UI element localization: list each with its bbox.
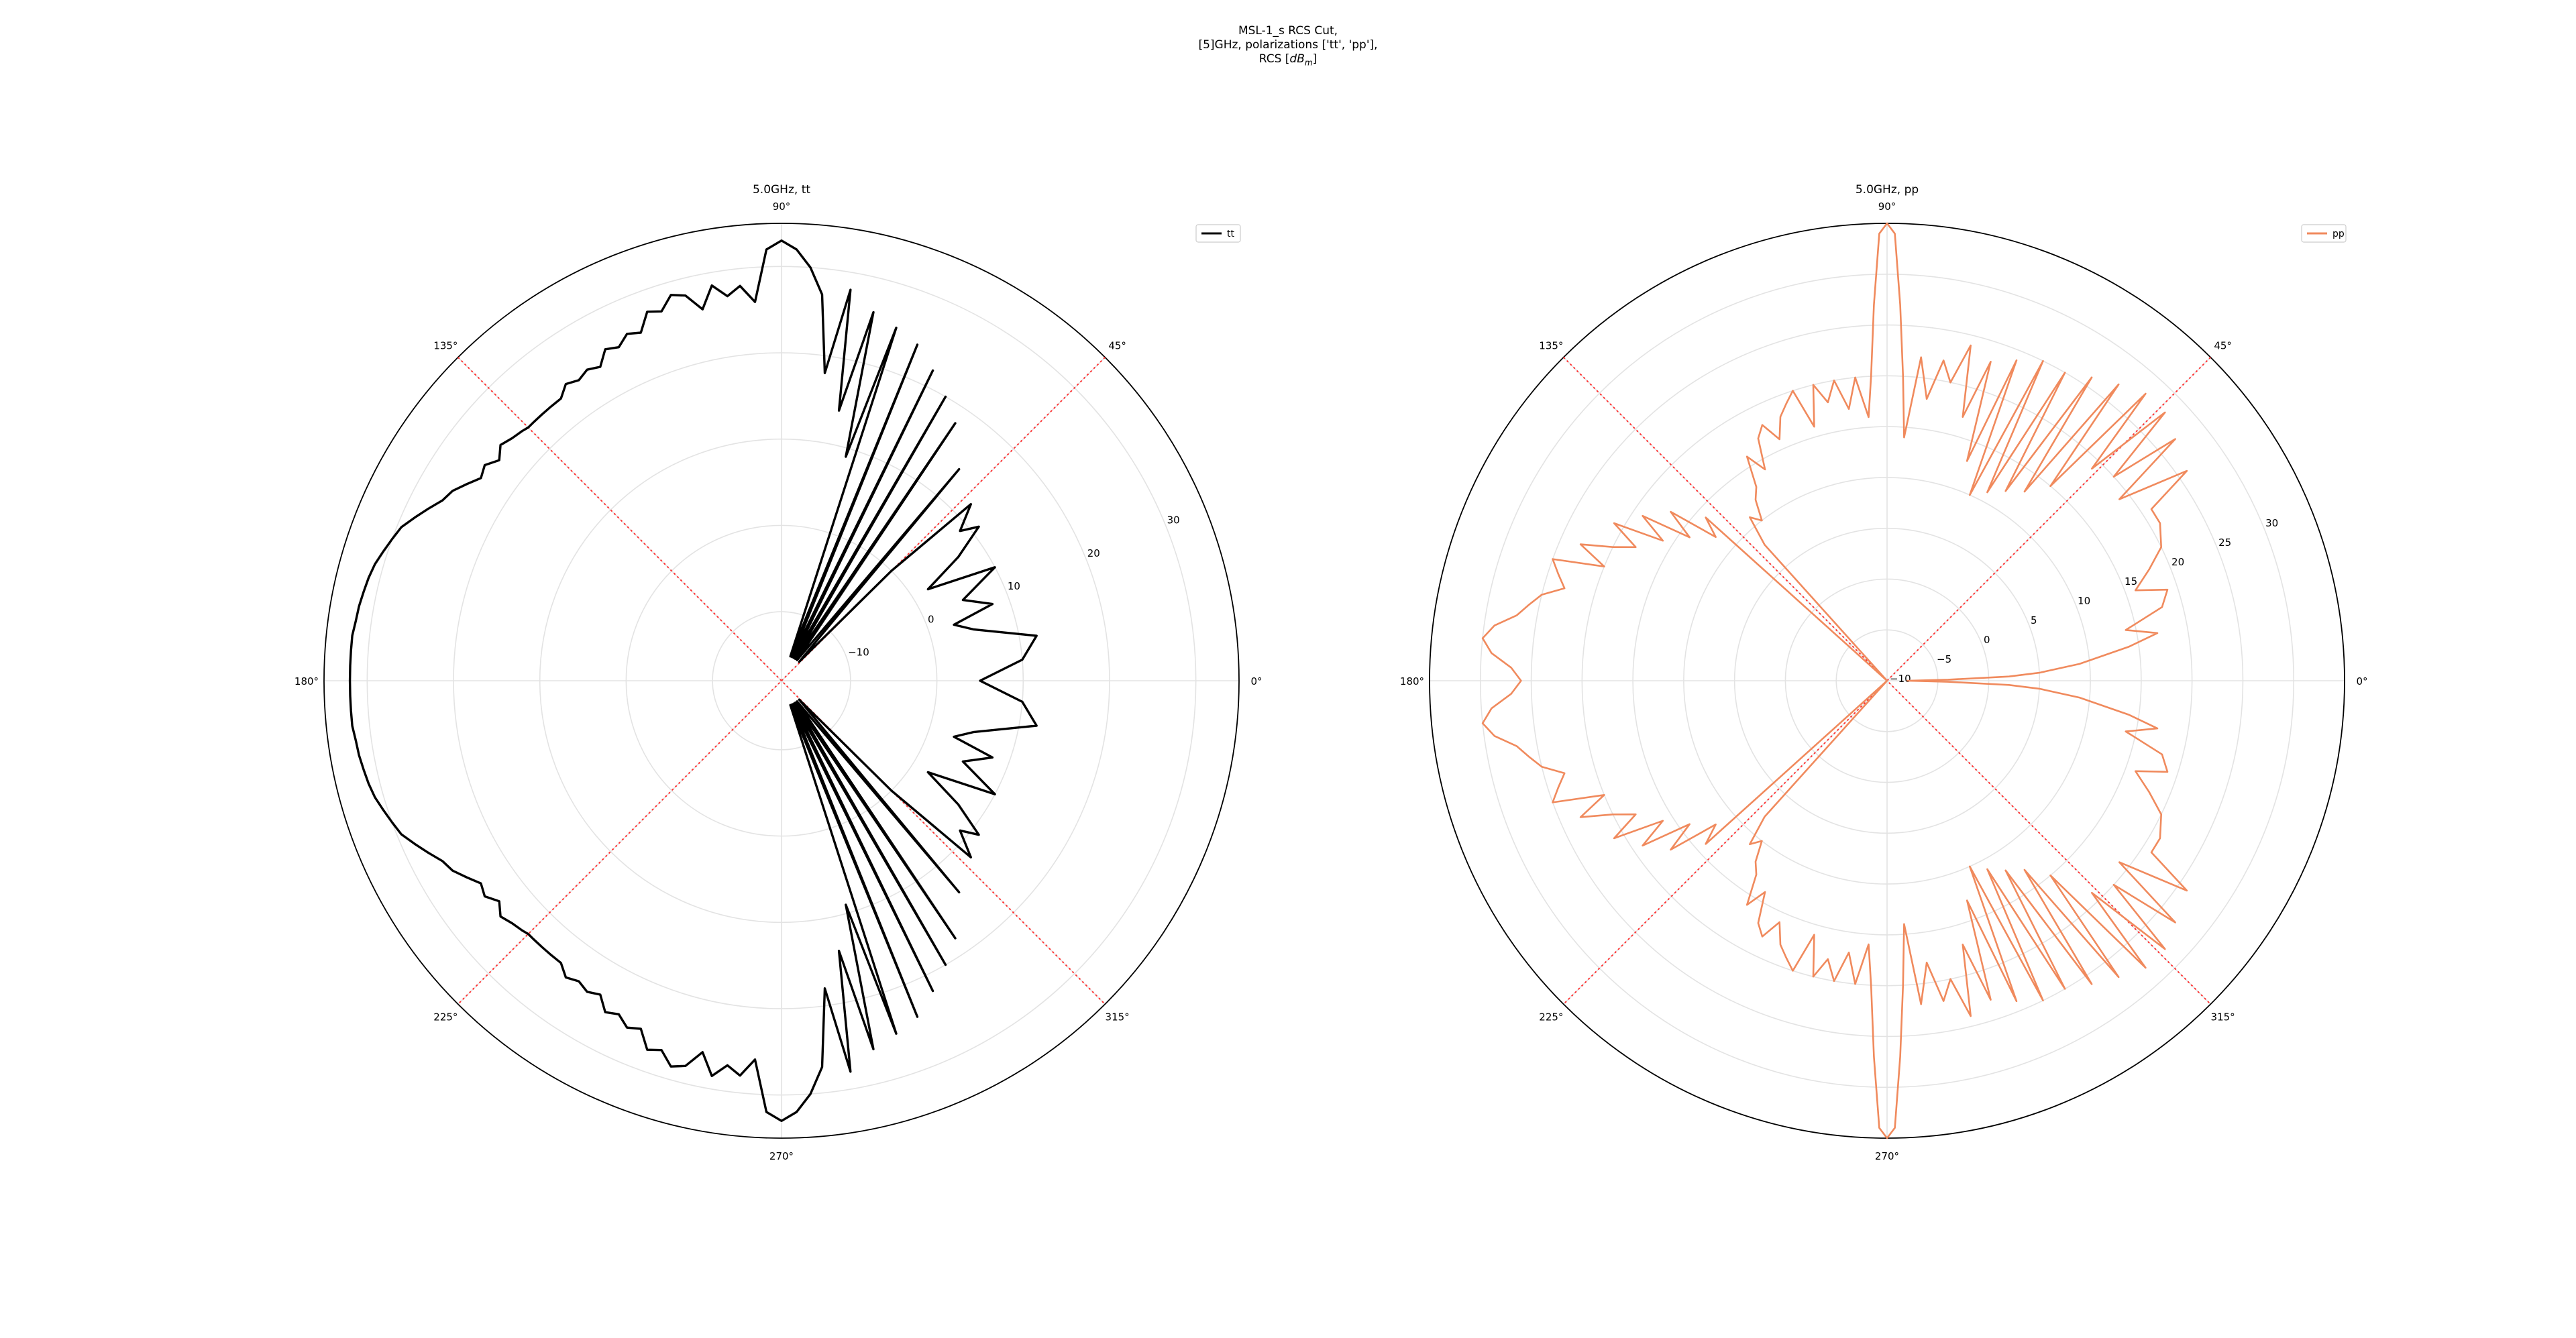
angle-tick-label: 315°: [1106, 1011, 1130, 1023]
radial-tick-label: 5: [2031, 614, 2037, 626]
radial-tick-label: 10: [1008, 580, 1020, 592]
angle-tick-label: 180°: [1400, 675, 1424, 687]
cut-line: [458, 357, 1106, 1005]
polar-chart-tt: 0° 45° 90° 135° 180° 225° 270° 315° −10 0 10 20 30 5.…: [294, 183, 1263, 1162]
angle-tick-label: 180°: [294, 675, 319, 687]
angle-tick-label: 225°: [433, 1011, 458, 1023]
radial-tick-label: 10: [2078, 595, 2090, 607]
angle-tick-label: 45°: [2214, 339, 2232, 351]
series-line-tt: [348, 239, 1038, 1122]
radial-tick-label: 15: [2125, 575, 2137, 588]
radial-tick-label: −10: [848, 647, 869, 659]
radial-tick-label: −5: [1937, 653, 1951, 665]
radial-tick-label: 30: [2265, 517, 2278, 529]
angle-tick-label: 45°: [1108, 339, 1126, 351]
angle-grid-line: [458, 357, 782, 681]
radial-tick-label: 20: [1087, 547, 1100, 559]
radial-tick-label: 20: [2171, 556, 2184, 568]
angle-tick-label: 315°: [2211, 1011, 2235, 1023]
angle-tick-label: 270°: [1875, 1150, 1899, 1162]
angle-tick-label: 135°: [433, 339, 458, 351]
figure-title-line2: [5]GHz, polarizations ['tt', 'pp'],: [1198, 38, 1378, 52]
angle-tick-label: 225°: [1539, 1011, 1563, 1023]
radial-tick-label: 25: [2218, 537, 2231, 549]
radial-tick-label: 0: [1984, 634, 1990, 646]
legend-label: pp: [2332, 229, 2345, 239]
radial-tick-label: 30: [1167, 514, 1180, 526]
subplot-title: 5.0GHz, pp: [1856, 183, 1919, 197]
angle-tick-label: 90°: [1878, 201, 1896, 213]
angle-tick-label: 135°: [1539, 339, 1563, 351]
angle-tick-label: 270°: [769, 1150, 794, 1162]
polar-chart-pp: 0° 45° 90° 135° 180° 225° 270° 315° −10 −5 0 5 10 15 2…: [1400, 183, 2368, 1162]
figure-title-line3: RCS [dBm]: [0, 52, 2576, 67]
radial-tick-label: 0: [928, 613, 934, 625]
radial-tick-label: −10: [1890, 673, 1911, 685]
angle-tick-label: 0°: [2356, 675, 2367, 687]
subplot-title: 5.0GHz, tt: [753, 183, 810, 197]
polar-frame: [323, 223, 1240, 1139]
figure-title-unit-subscript: m: [1304, 58, 1313, 68]
legend-label: tt: [1227, 229, 1234, 239]
angle-tick-label: 90°: [773, 201, 791, 213]
angle-tick-label: 0°: [1250, 675, 1262, 687]
series-line-pp: [1481, 222, 2188, 1139]
figure-title-line1: MSL-1_s RCS Cut,: [1238, 24, 1338, 38]
angle-grid-line: [1563, 357, 1888, 681]
figure-title-unit: dB: [1289, 52, 1305, 66]
figure-title-bracket: ]: [1312, 52, 1318, 66]
figure-title-rcs: RCS [: [1258, 52, 1290, 66]
